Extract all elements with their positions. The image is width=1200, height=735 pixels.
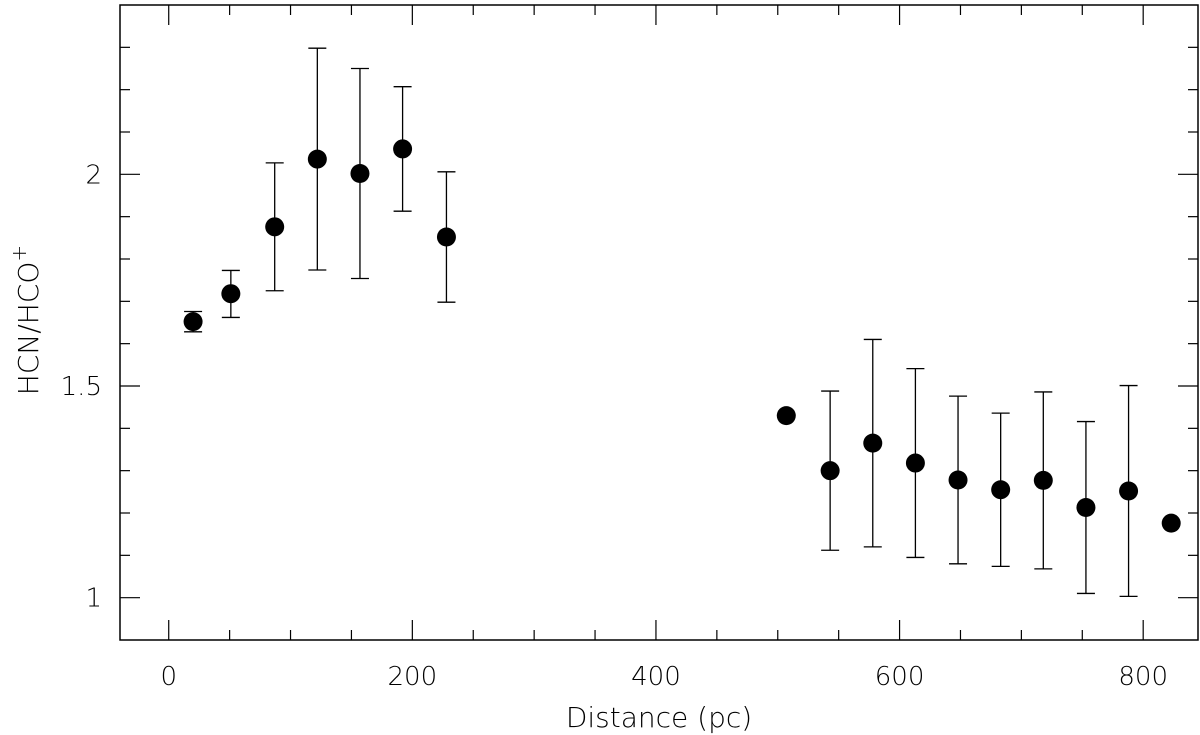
data-point xyxy=(307,149,327,169)
tick-labels: 0 200 400 600 800 1 1.5 2 xyxy=(61,160,1168,692)
data-point xyxy=(1161,513,1181,533)
data-point xyxy=(776,406,796,426)
data-point xyxy=(820,461,840,481)
axis-ticks xyxy=(120,5,1198,640)
data-point xyxy=(863,433,883,453)
data-point xyxy=(350,163,370,183)
data-point xyxy=(1119,481,1139,501)
x-tick-label: 800 xyxy=(1118,662,1168,692)
data-point xyxy=(948,470,968,490)
x-axis-label: Distance (pc) xyxy=(566,701,752,734)
data-points xyxy=(183,139,1181,533)
x-tick-label: 400 xyxy=(631,662,681,692)
data-point xyxy=(905,453,925,473)
x-tick-label: 600 xyxy=(875,662,925,692)
data-point xyxy=(183,312,203,332)
y-axis-label-superscript: + xyxy=(7,245,31,262)
error-bars xyxy=(184,47,1138,598)
y-axis-label-main: HCN/HCO xyxy=(12,262,45,396)
data-point xyxy=(436,227,456,247)
y-axis-label: HCN/HCO+ xyxy=(7,245,45,395)
x-tick-label: 0 xyxy=(160,662,177,692)
data-point xyxy=(1033,470,1053,490)
data-point xyxy=(1076,497,1096,517)
data-point xyxy=(221,284,241,304)
data-point xyxy=(393,139,413,159)
y-tick-label: 1 xyxy=(85,584,102,614)
y-tick-label: 1.5 xyxy=(61,372,102,402)
x-tick-label: 200 xyxy=(388,662,438,692)
data-point xyxy=(991,480,1011,500)
y-tick-label: 2 xyxy=(85,160,102,190)
data-point xyxy=(265,217,285,237)
plot-frame xyxy=(119,4,1199,641)
